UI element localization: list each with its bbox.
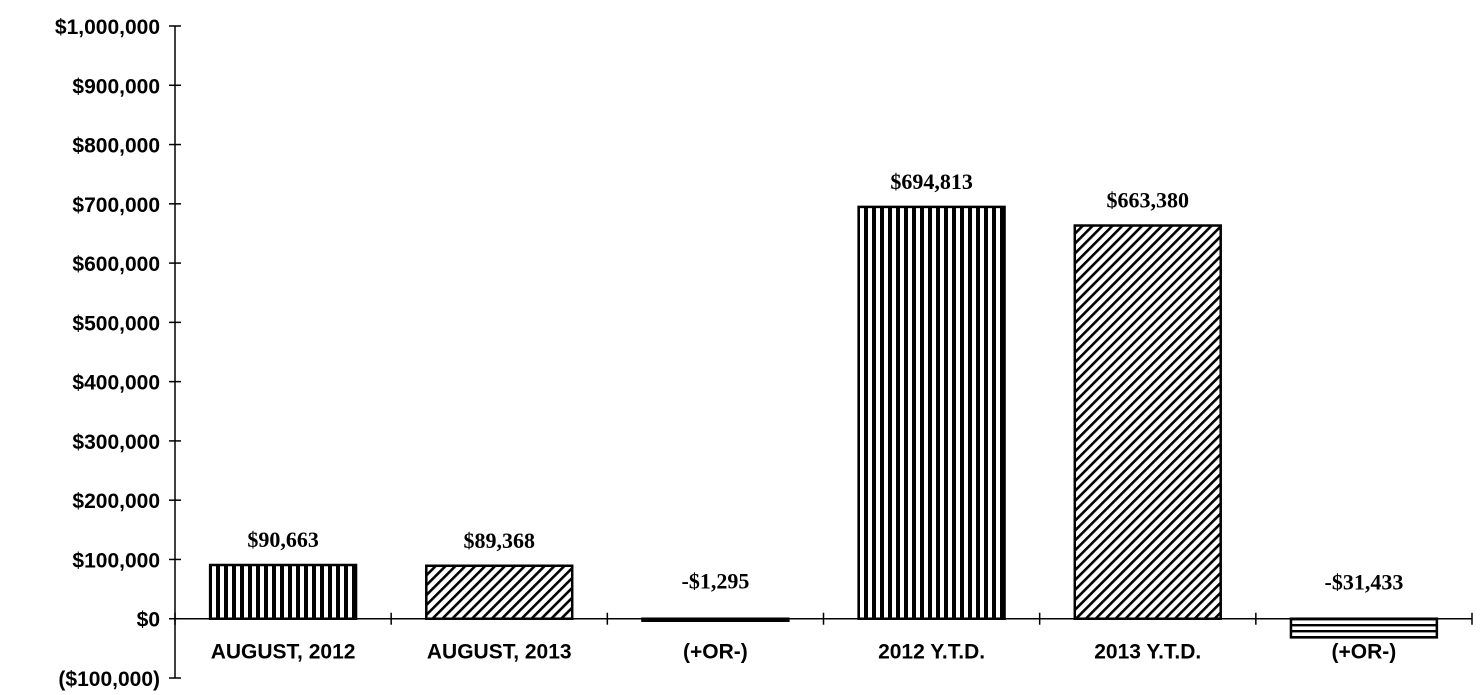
y-tick-label: $1,000,000 — [55, 16, 160, 39]
data-label: -$31,433 — [1325, 569, 1404, 594]
data-label: $694,813 — [890, 169, 973, 194]
data-label: $90,663 — [247, 527, 319, 552]
y-tick-label: $200,000 — [72, 490, 160, 513]
x-category-label: 2012 Y.T.D. — [878, 641, 985, 664]
bar — [425, 564, 574, 620]
y-tick-label: $0 — [137, 609, 160, 632]
x-category-label: AUGUST, 2012 — [211, 641, 356, 664]
y-tick-label: $500,000 — [72, 312, 160, 335]
x-category-label: 2013 Y.T.D. — [1094, 641, 1201, 664]
y-tick-label: ($100,000) — [58, 668, 160, 691]
data-labels: $90,663 $89,368 -$1,295 $694,813 $663,380 -$3… — [247, 169, 1403, 594]
y-tick-label: $300,000 — [72, 431, 160, 454]
bar-series — [208, 205, 1439, 639]
y-tick-label: $100,000 — [72, 549, 160, 572]
x-category-label: AUGUST, 2013 — [427, 641, 572, 664]
y-tick-label: $800,000 — [72, 135, 160, 158]
data-label: $663,380 — [1107, 188, 1190, 213]
y-tick-label: $400,000 — [72, 372, 160, 395]
y-tick-label: $600,000 — [72, 253, 160, 276]
y-tick-label: $900,000 — [72, 75, 160, 98]
x-axis: AUGUST, 2012 AUGUST, 2013 (+OR-) 2012 Y.T.D… — [174, 612, 1473, 664]
bar — [1289, 617, 1439, 639]
x-category-label: (+OR-) — [683, 641, 748, 664]
bar — [857, 205, 1006, 620]
data-label: $89,368 — [464, 528, 536, 553]
data-label: -$1,295 — [682, 569, 750, 594]
bar — [1073, 224, 1222, 620]
y-tick-label: $700,000 — [72, 194, 160, 217]
y-axis: ($100,000) $0 $100,000 $200,000 $300,000 $400… — [55, 16, 181, 691]
bar — [641, 617, 790, 622]
bar — [208, 563, 358, 620]
x-category-label: (+OR-) — [1332, 641, 1397, 664]
